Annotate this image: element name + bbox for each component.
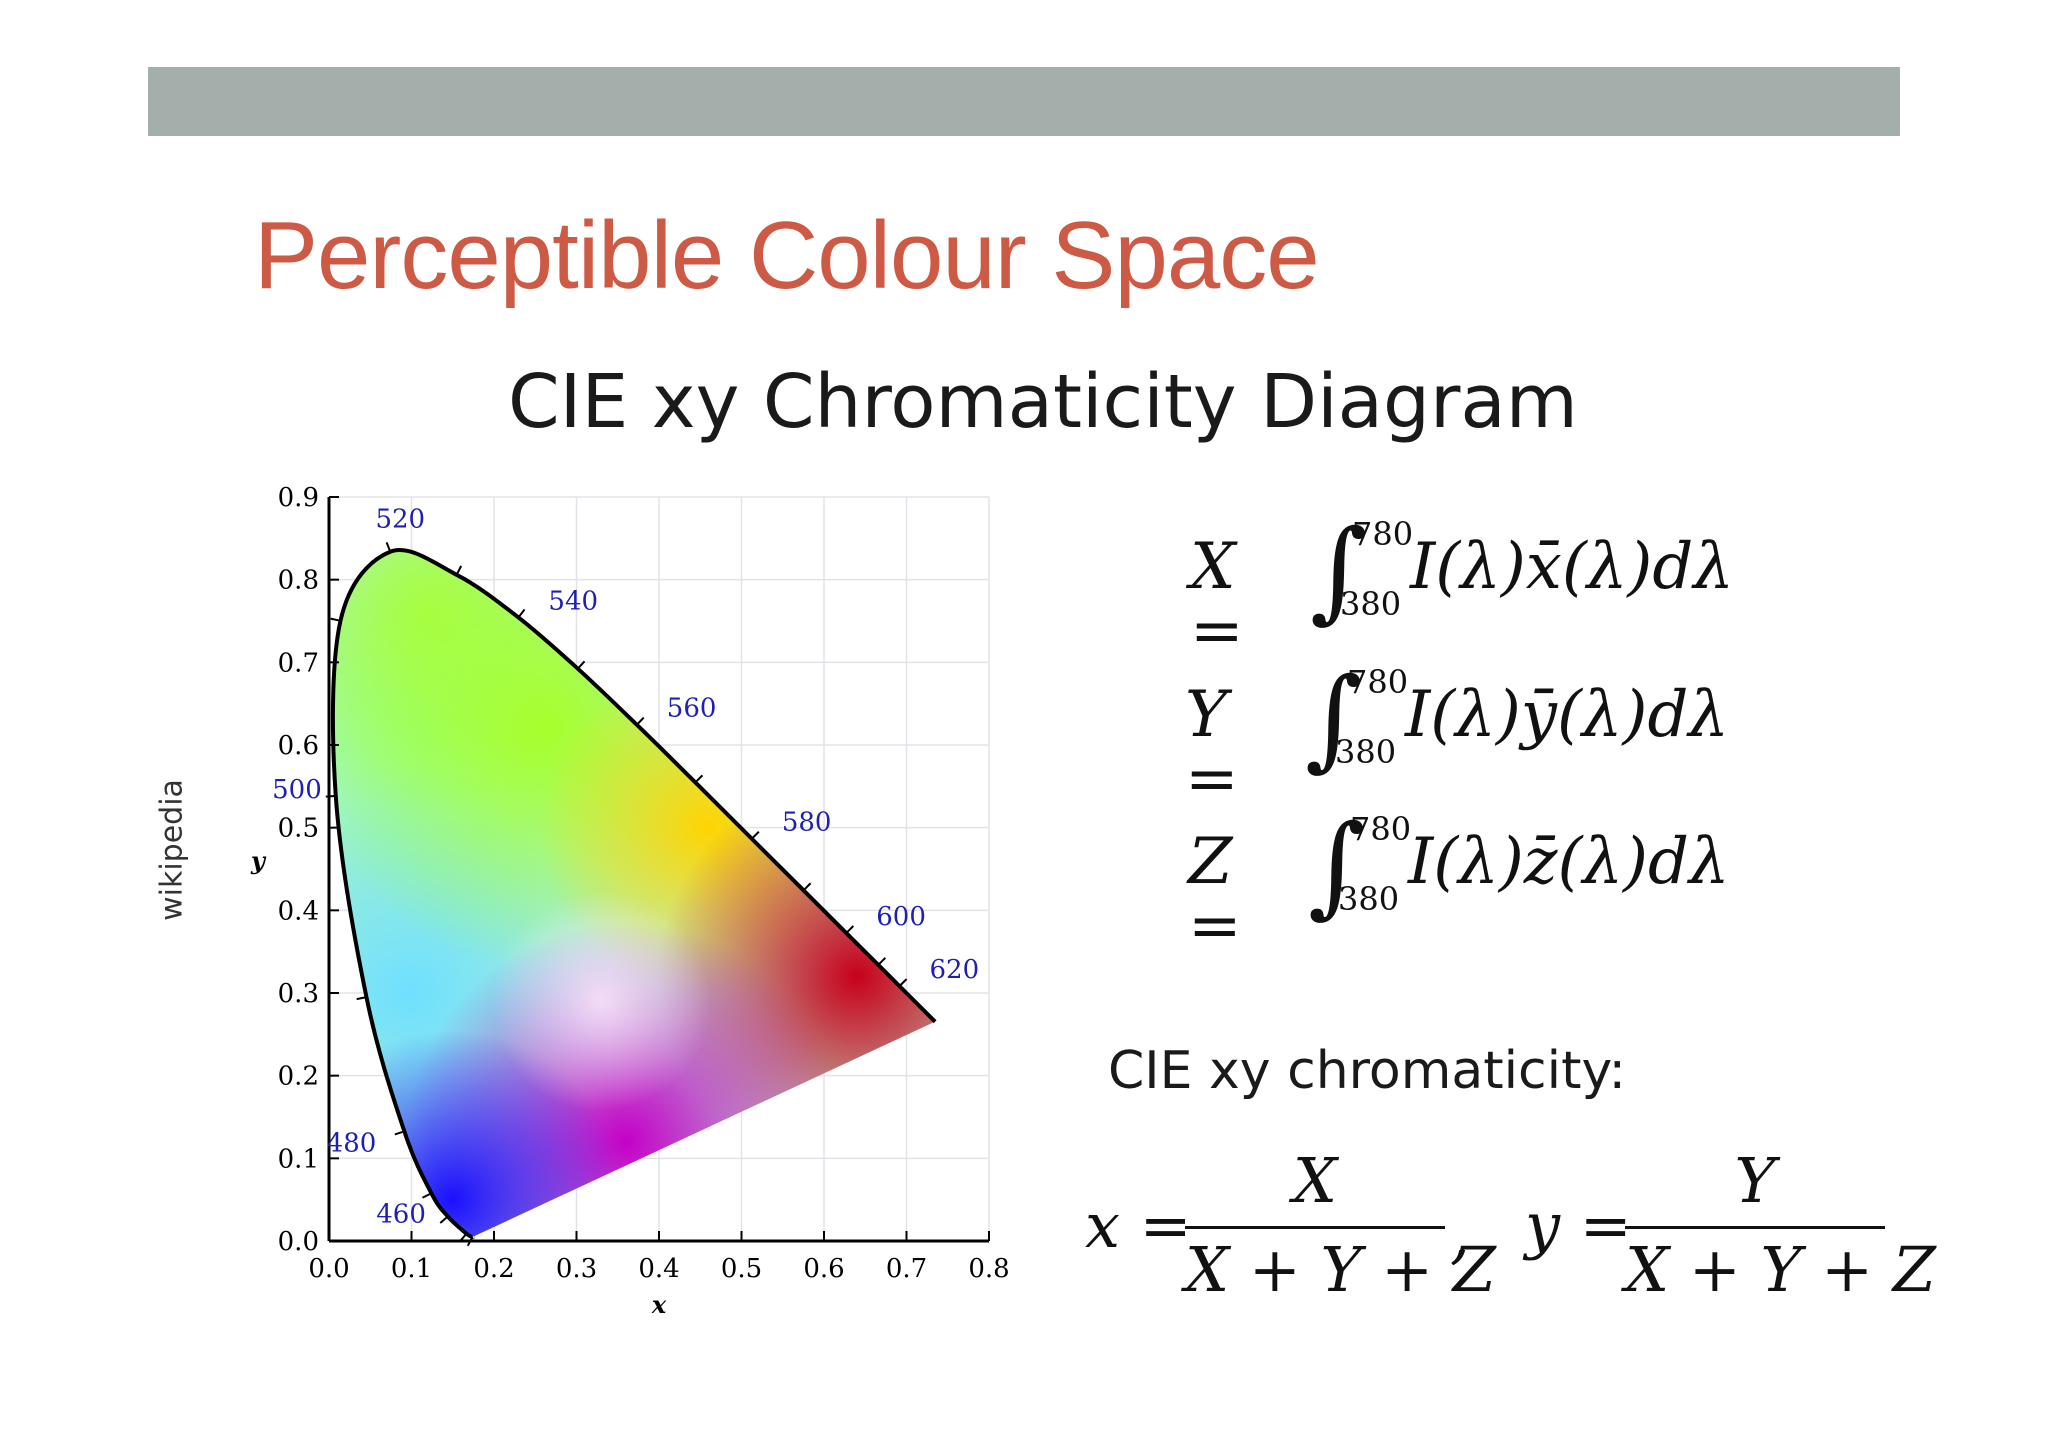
locus-tick (636, 716, 645, 726)
x-tick-label: 0.4 (638, 1254, 679, 1284)
y-tick-label: 0.9 (278, 483, 319, 513)
y-tick-label: 0.8 (278, 566, 319, 596)
x-tick-label: 0.6 (803, 1254, 844, 1284)
locus-tick (356, 996, 367, 1001)
header-bar (148, 67, 1900, 136)
locus-tick (325, 794, 336, 798)
x-tick-label: 0.7 (886, 1254, 927, 1284)
wavelength-label: 480 (327, 1128, 377, 1158)
equation-X-body: I(λ)x̄(λ)dλ (1410, 530, 1734, 604)
equation-X-lower: 380 (1340, 585, 1402, 623)
x-tick-label: 0.8 (968, 1254, 1009, 1284)
x-fraction: X X + Y + Z (1185, 1144, 1496, 1306)
y-tick-label: 0.4 (278, 896, 319, 926)
locus-curve (330, 548, 937, 1240)
x-tick-label: 0.5 (721, 1254, 762, 1284)
locus-tick (439, 1215, 449, 1224)
y-tick-label: 0.1 (278, 1144, 319, 1174)
wavelength-label: 620 (929, 955, 979, 985)
fraction-separator: , (1450, 1199, 1470, 1272)
locus-tick (422, 1192, 432, 1199)
locus-tick (330, 617, 341, 622)
y-tick-label: 0.7 (278, 648, 319, 678)
integral-sign: ∫ (1305, 654, 1363, 782)
locus-tick (394, 1130, 405, 1136)
locus-tick (751, 830, 760, 840)
equation-Y-lower: 380 (1335, 733, 1397, 771)
equation-Z-lhs: Z = (1188, 825, 1242, 963)
wavelength-label: 460 (376, 1199, 426, 1229)
equation-X-lhs: X = (1190, 530, 1244, 668)
y-tick-label: 0.2 (278, 1062, 319, 1092)
locus-tick (694, 774, 704, 784)
locus-tick (517, 608, 526, 619)
y-numerator: Y (1734, 1144, 1776, 1217)
x-lhs: x = (1085, 1189, 1192, 1262)
equation-Z-body: I(λ)z̄(λ)dλ (1408, 825, 1730, 899)
axes: 0.0 0.1 0.2 0.3 0.4 0.5 0.6 0.7 0.8 0.0 0.1 0.2 0.3 0… (250, 483, 1010, 1319)
x-numerator: X (1292, 1144, 1338, 1217)
y-tick-label: 0.0 (278, 1227, 319, 1257)
equation-Z-lower: 380 (1338, 880, 1400, 918)
y-fraction: Y X + Y + Z (1625, 1144, 1936, 1306)
integral-sign: ∫ (1308, 801, 1366, 929)
wavelength-label: 540 (548, 586, 598, 616)
locus-tick (877, 957, 887, 966)
equation-Y-upper: 780 (1347, 663, 1409, 701)
y-tick-label: 0.5 (278, 814, 319, 844)
locus-tick (802, 882, 812, 892)
slide-title: Perceptible Colour Space (254, 202, 1320, 309)
spectral-locus (325, 542, 937, 1247)
wavelength-label: 580 (782, 808, 832, 838)
y-tick-label: 0.6 (278, 731, 319, 761)
equation-Y-lhs: Y = (1185, 678, 1239, 816)
wavelength-label: 600 (876, 902, 926, 932)
color-blob (332, 550, 628, 813)
fraction-bar (1625, 1226, 1885, 1229)
integral-sign: ∫ (1310, 506, 1368, 634)
color-blob (491, 891, 712, 1112)
y-tick-label: 0.3 (278, 979, 319, 1009)
locus-tick (577, 660, 586, 670)
locus-tick (898, 978, 908, 987)
diagram-title: CIE xy Chromaticity Diagram (508, 359, 1578, 445)
equation-Y-body: I(λ)ȳ(λ)dλ (1405, 678, 1729, 752)
locus-tick (455, 565, 463, 576)
wavelength-label: 500 (272, 775, 322, 805)
locus-tick (845, 925, 855, 934)
fraction-bar (1185, 1226, 1445, 1229)
x-tick-label: 0.2 (473, 1254, 514, 1284)
chromaticity-chart: 0.0 0.1 0.2 0.3 0.4 0.5 0.6 0.7 0.8 0.0 0.1 0.2 0.3 0… (250, 483, 1010, 1319)
x-axis-label: x (651, 1290, 667, 1319)
wavelength-label: 560 (667, 694, 717, 724)
y-lhs: y = (1525, 1189, 1632, 1262)
x-denominator: X + Y + Z (1185, 1233, 1496, 1306)
x-tick-label: 0.1 (391, 1254, 432, 1284)
locus-tick (385, 542, 392, 553)
chromaticity-subtitle: CIE xy chromaticity: (1108, 1041, 1626, 1101)
equation-Z-upper: 780 (1350, 810, 1412, 848)
equation-X-upper: 780 (1352, 515, 1414, 553)
y-denominator: X + Y + Z (1625, 1233, 1936, 1306)
x-tick-label: 0.3 (556, 1254, 597, 1284)
x-tick-label: 0.0 (308, 1254, 349, 1284)
gamut-fill (332, 550, 936, 1238)
wavelength-label: 520 (375, 505, 425, 535)
y-axis-label: y (250, 846, 267, 875)
